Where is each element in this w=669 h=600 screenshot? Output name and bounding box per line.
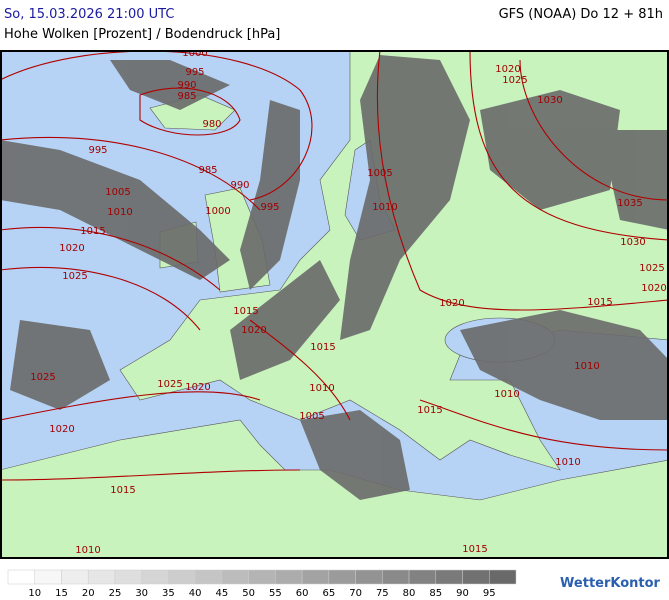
legend-swatch [114,569,142,585]
isobar-label: 1025 [502,75,527,86]
isobar-label: 1015 [80,226,105,237]
isobar-label: 1020 [241,325,266,336]
isobar-label: 1010 [309,383,334,394]
legend-label: 30 [135,588,148,599]
map-frame [0,50,669,559]
legend-swatch [168,569,196,585]
isobar-label: 1020 [59,243,84,254]
legend-swatch [462,569,490,585]
isobar-label: 985 [177,91,196,102]
legend-swatch [248,569,276,585]
isobar-label: 1010 [372,202,397,213]
isobar-label: 1025 [62,271,87,282]
isobar-label: 1015 [310,342,335,353]
legend-swatch [7,569,35,585]
isobar-label: 980 [202,119,221,130]
isobar-label: 995 [88,145,107,156]
isobar-label: 995 [260,202,279,213]
isobar-label: 1015 [233,306,258,317]
isobar-label: 1015 [417,405,442,416]
isobar-label: 1010 [75,545,100,556]
isobar-label: 1000 [205,206,230,217]
isobar-label: 1000 [182,48,207,59]
legend-swatch [301,569,330,585]
legend-swatch [408,569,437,585]
legend-swatch [275,569,303,585]
isobar-label: 1030 [537,95,562,106]
legend-label: 40 [189,588,202,599]
isobar-label: 1005 [367,168,392,179]
isobar-label: 1010 [574,361,599,372]
isobar-label: 1025 [639,263,664,274]
legend-label: 65 [322,588,335,599]
legend-swatch [435,569,463,585]
isobar-label: 1020 [49,424,74,435]
legend-label: 10 [28,588,41,599]
cloud-cover [1,55,668,500]
isobar-label: 1010 [555,457,580,468]
brand: WetterKontor [560,576,661,591]
isobar-label: 1020 [439,298,464,309]
isobar-label: 1015 [587,297,612,308]
legend-label: 95 [483,588,496,599]
legend-label: 35 [162,588,175,599]
legend-swatch [489,569,517,585]
legend-label: 15 [55,588,68,599]
legend-label: 85 [429,588,442,599]
legend-swatch [141,569,169,585]
legend-label: 70 [349,588,362,599]
legend-swatch [382,569,410,585]
isobar-label: 1025 [30,372,55,383]
subtitle: Hohe Wolken [Prozent] / Bodendruck [hPa] [4,27,280,42]
legend-label: 45 [216,588,229,599]
isobar-label: 1010 [494,389,519,400]
legend-label: 75 [376,588,389,599]
isobar-label: 990 [230,180,249,191]
isobar-label: 1005 [105,187,130,198]
model-run: GFS (NOAA) Do 12 + 81h [499,7,663,22]
legend: 10 15 20 25 30 35 40 45 50 55 60 65 70 75 80 85 90 95 [7,569,517,599]
isobar-label: 995 [185,67,204,78]
isobar-label: 990 [177,80,196,91]
isobars [1,51,668,481]
isobar-label: 985 [198,165,217,176]
legend-label: 55 [269,588,282,599]
isobar-label: 1020 [185,382,210,393]
legend-swatch [221,569,249,585]
legend-label: 20 [82,588,95,599]
isobar-label: 1035 [617,198,642,209]
legend-swatch [328,569,356,585]
legend-swatch [61,569,89,585]
legend-swatch [194,569,223,585]
isobar-label: 1005 [299,411,324,422]
legend-swatch [34,569,62,585]
legend-label: 50 [242,588,255,599]
isobar-label: 1020 [641,283,666,294]
timestamp: So, 15.03.2026 21:00 UTC [4,7,174,22]
legend-label: 90 [456,588,469,599]
legend-label: 80 [403,588,416,599]
isobar-label: 1010 [107,207,132,218]
isobar-label: 1020 [495,64,520,75]
legend-label: 60 [296,588,309,599]
isobar-label: 1030 [620,237,645,248]
legend-label: 25 [109,588,122,599]
isobar-label: 1015 [462,544,487,555]
legend-swatch [87,569,116,585]
legend-swatch [355,569,383,585]
isobar-label: 1025 [157,379,182,390]
isobar-label: 1015 [110,485,135,496]
